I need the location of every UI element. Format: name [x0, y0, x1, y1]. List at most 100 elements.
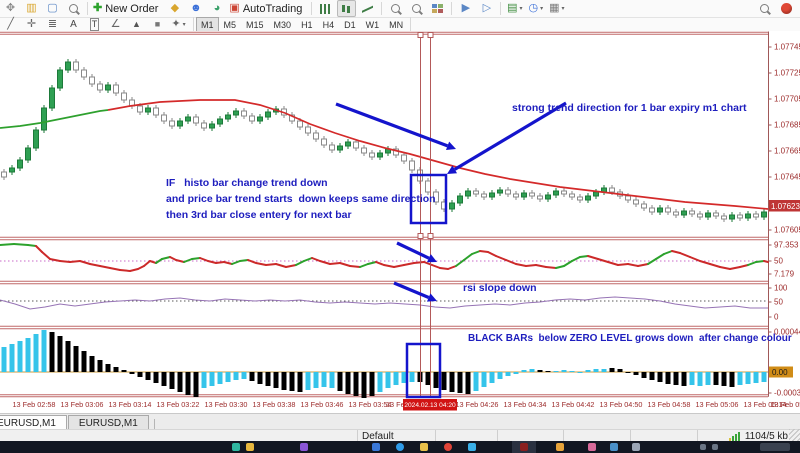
search-icon [760, 4, 769, 13]
taskbar-icon[interactable] [300, 443, 308, 451]
text-tool[interactable]: A [64, 16, 83, 33]
status-profile[interactable]: Default [357, 430, 436, 442]
annotation-arrow[interactable] [396, 241, 430, 260]
rsi-annotation-text[interactable]: rsi slope down [463, 282, 537, 294]
annotation-arrowhead[interactable] [426, 293, 437, 302]
taskbar-icon[interactable] [556, 443, 564, 451]
period-button[interactable]: ◷ ▾ [528, 2, 544, 14]
terminal-icon[interactable]: ☻ [190, 2, 202, 14]
selected-time-value: 2024.02.13 04:20 [404, 402, 456, 409]
search-button[interactable] [755, 0, 774, 17]
taskbar-icon[interactable] [372, 443, 380, 451]
angle-tool[interactable]: ∠ [106, 16, 125, 33]
timeframe-h4[interactable]: H4 [322, 19, 335, 30]
template-button[interactable]: ▦ ▾ [549, 2, 565, 14]
chart-shift-icon[interactable]: ✥ [5, 2, 16, 14]
tab-eurusd-m1[interactable]: EURUSD,M1 [67, 415, 149, 430]
bar-chart-mode-button[interactable] [316, 0, 335, 17]
channel-tool[interactable]: ≣ [43, 16, 62, 33]
vline-handle[interactable] [427, 32, 434, 38]
rectangle-tool[interactable]: ■ [148, 16, 167, 33]
taskbar-icon[interactable] [444, 443, 452, 451]
tray-icon[interactable] [712, 444, 718, 450]
triangle-tool[interactable]: ▲ [127, 16, 146, 33]
taskbar-icon-active[interactable] [520, 443, 528, 451]
add-indicator-button[interactable]: ▤ ▾ [507, 2, 523, 14]
timeframe-m15[interactable]: M15 [246, 19, 264, 30]
autotrading-icon: ▣ [229, 2, 240, 14]
trend-annotation-text[interactable]: strong trend direction for 1 bar expiry … [512, 102, 747, 114]
annotation-arrow[interactable] [335, 102, 449, 148]
label-tool[interactable]: T [85, 16, 104, 33]
taskbar-icon[interactable] [232, 443, 240, 451]
crosshair-tool[interactable]: ✛ [22, 16, 41, 33]
zoom-out-button[interactable] [407, 0, 426, 17]
auto-scroll-button[interactable]: ▶ [456, 0, 475, 17]
taskbar-icon[interactable] [420, 443, 428, 451]
annotation-box[interactable] [409, 173, 448, 225]
line-chart-icon [362, 4, 373, 14]
taskbar-icon[interactable] [396, 443, 404, 451]
connection-bars-icon [728, 431, 742, 441]
blackbars-annotation-text[interactable]: BLACK BARs below ZERO LEVEL grows down a… [468, 333, 792, 344]
timeframe-h1[interactable]: H1 [301, 19, 313, 30]
autotrading-button[interactable]: ▣ AutoTrading [228, 0, 307, 17]
strategy-tester-icon[interactable]: ◕ [213, 2, 221, 14]
metaeditor-icon[interactable]: ◆ [170, 2, 180, 14]
candle-chart-mode-button[interactable] [337, 0, 357, 17]
notification-badge[interactable] [781, 3, 792, 14]
chart-canvas[interactable]: 1.07745 1.07725 1.07705 1.07685 1.07665 1.076… [0, 31, 800, 413]
vline-handle[interactable] [417, 32, 424, 38]
svg-text:1.07605: 1.07605 [774, 226, 800, 235]
annotation-arrowhead[interactable] [426, 254, 437, 263]
svg-text:7.179: 7.179 [774, 270, 795, 279]
vline-handle[interactable] [417, 233, 424, 239]
annotation-arrow[interactable] [393, 281, 430, 300]
taskbar-icon[interactable] [632, 443, 640, 451]
histo-annotation-text[interactable]: IF histo bar change trend down and price… [166, 177, 436, 221]
taskbar-icon[interactable] [610, 443, 618, 451]
timeframe-m30[interactable]: M30 [273, 19, 292, 30]
tile-windows-button[interactable] [428, 0, 447, 17]
candlestick-icon [341, 4, 352, 14]
chart-shift-toggle[interactable]: ▷ [477, 0, 496, 17]
price-axis-labels: 1.07745 1.07725 1.07705 1.07685 1.07665 1.076… [768, 43, 800, 398]
chart-window[interactable]: 1.07745 1.07725 1.07705 1.07685 1.07665 1.076… [0, 31, 800, 413]
annotation-arrowhead[interactable] [447, 165, 458, 174]
ma-line-green [0, 109, 109, 129]
timeframe-w1[interactable]: W1 [365, 19, 380, 30]
current-price-value: 1.07623 [771, 202, 800, 211]
taskbar-icon[interactable] [246, 443, 254, 451]
taskbar-clock[interactable] [760, 443, 790, 451]
plus-icon: ✚ [93, 2, 103, 14]
timeframe-group: M1 M5 M15 M30 H1 H4 D1 W1 MN [193, 17, 412, 32]
timeframe-m1[interactable]: M1 [196, 17, 219, 32]
timeframe-mn[interactable]: MN [389, 19, 404, 30]
tray-icon[interactable] [700, 444, 706, 450]
svg-text:97.353: 97.353 [774, 241, 799, 250]
timeframe-m5[interactable]: M5 [223, 19, 237, 30]
text-icon: A [70, 19, 77, 30]
tile-windows-icon [432, 3, 444, 14]
zoom-in-button[interactable] [386, 0, 405, 17]
line-chart-mode-button[interactable] [358, 0, 377, 17]
connection-status: 1104/5 kb [697, 430, 788, 442]
new-chart-icon[interactable]: ▥ [26, 2, 37, 14]
taskbar-icon[interactable] [588, 443, 596, 451]
new-order-button[interactable]: ✚ New Order [92, 0, 163, 17]
resize-grip[interactable] [789, 429, 800, 441]
channel-icon: ≣ [47, 18, 58, 30]
profiles-icon[interactable]: ▢ [47, 2, 58, 14]
svg-text:13 Feb 03:38: 13 Feb 03:38 [252, 400, 295, 409]
indicator-add-icon: ▤ [507, 2, 518, 14]
market-watch-icon[interactable] [64, 0, 83, 17]
trendline-tool[interactable]: ╱ [1, 16, 20, 33]
annotation-arrow[interactable] [453, 101, 567, 171]
arrows-tool[interactable]: ✦ ▾ [171, 18, 186, 30]
vline-handle[interactable] [427, 233, 434, 239]
tab-eurusd-m1-active[interactable]: EURUSD,M1 [0, 415, 67, 430]
taskbar-icon[interactable] [468, 443, 476, 451]
annotation-box[interactable] [405, 342, 442, 399]
annotation-arrowhead[interactable] [445, 141, 456, 151]
timeframe-d1[interactable]: D1 [344, 19, 356, 30]
